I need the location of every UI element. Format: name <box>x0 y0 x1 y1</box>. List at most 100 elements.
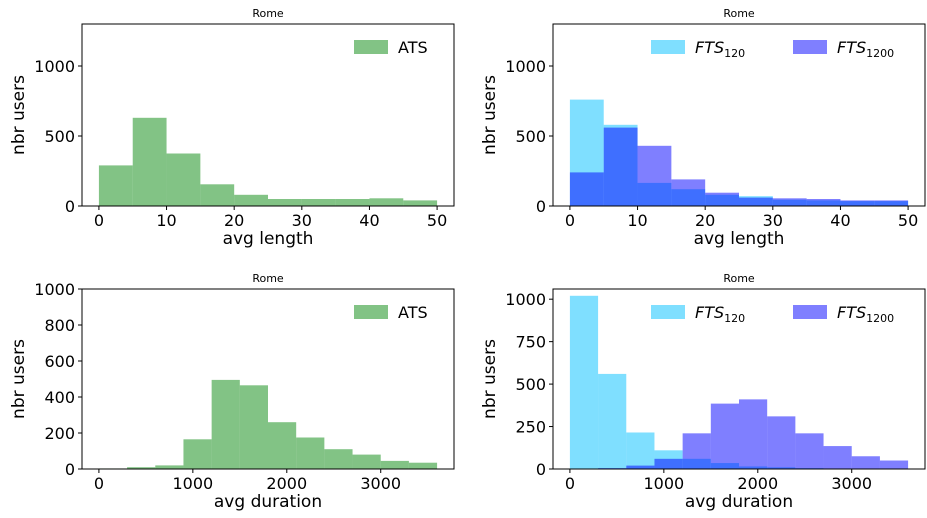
bar <box>705 192 739 206</box>
y-tick-label: 600 <box>44 352 75 371</box>
bar <box>200 184 235 206</box>
y-axis-label: nbr users <box>480 339 500 419</box>
x-tick-label: 0 <box>94 211 104 230</box>
y-tick-label: 1000 <box>505 57 546 76</box>
y-tick-label: 0 <box>65 460 75 479</box>
bar <box>569 295 599 469</box>
bar-series <box>98 117 438 206</box>
x-tick-label: 1000 <box>643 474 684 493</box>
bar <box>710 403 739 469</box>
bar-series <box>569 295 909 469</box>
legend: FTS120 FTS1200 <box>651 38 894 60</box>
bar <box>767 416 796 469</box>
bar <box>234 194 268 206</box>
bar <box>296 437 325 469</box>
bar <box>874 200 909 206</box>
plot-frame <box>552 23 926 207</box>
legend-label: ATS <box>398 38 428 57</box>
y-tick-label: 0 <box>65 197 75 216</box>
legend-swatch <box>651 305 685 319</box>
y-tick-label: 200 <box>44 424 75 443</box>
bar <box>403 200 438 206</box>
legend-swatch <box>793 305 827 319</box>
legend: FTS120 FTS1200 <box>651 303 894 325</box>
y-tick-label: 0 <box>536 460 546 479</box>
bar <box>268 422 297 469</box>
plot-frame <box>81 288 455 470</box>
bar <box>823 446 852 469</box>
x-tick-label: 2000 <box>737 474 778 493</box>
bar <box>840 200 875 206</box>
x-tick-label: 2000 <box>266 474 307 493</box>
chart-title: Rome <box>723 272 755 285</box>
legend-swatch <box>651 40 685 54</box>
x-tick-label: 50 <box>427 211 447 230</box>
y-tick-label: 1000 <box>34 280 75 299</box>
bar-series <box>598 399 909 469</box>
legend-label: FTS1200 <box>837 38 894 60</box>
y-tick-label: 750 <box>515 333 546 352</box>
x-tick-label: 3000 <box>831 474 872 493</box>
bar <box>98 165 133 206</box>
y-tick-label: 500 <box>515 375 546 394</box>
y-tick-label: 500 <box>515 127 546 146</box>
chart-panel: 0 1000 2000 3000 0 250 500 750 1000 Rome avg durat… <box>480 272 926 512</box>
y-tick-label: 0 <box>536 197 546 216</box>
legend-swatch <box>354 305 388 319</box>
legend-swatch <box>354 40 388 54</box>
bar <box>155 465 184 469</box>
bar-series <box>98 379 438 469</box>
chart-title: Rome <box>252 7 284 20</box>
x-tick-label: 40 <box>830 211 850 230</box>
plot-frame <box>81 23 455 207</box>
bar <box>183 439 212 469</box>
y-axis-label: nbr users <box>9 339 29 419</box>
legend-label: FTS120 <box>695 303 745 325</box>
chart-title: Rome <box>252 272 284 285</box>
bar <box>626 432 655 469</box>
chart-panel: 0 1000 2000 3000 0 200 400 600 800 1000 Rome avg du… <box>9 272 455 512</box>
bar <box>268 199 302 206</box>
x-tick-label: 20 <box>224 211 244 230</box>
bar-series <box>569 127 909 206</box>
x-axis-label: avg duration <box>685 492 793 512</box>
bar <box>795 433 824 469</box>
bar <box>166 153 201 206</box>
x-tick-label: 10 <box>156 211 176 230</box>
chart-title: Rome <box>723 7 755 20</box>
y-tick-label: 250 <box>515 418 546 437</box>
bar <box>569 172 604 206</box>
x-tick-label: 20 <box>695 211 715 230</box>
x-axis-label: avg duration <box>214 492 322 512</box>
bar <box>239 385 268 469</box>
bar <box>682 433 711 469</box>
bar <box>654 458 683 469</box>
x-tick-label: 30 <box>763 211 783 230</box>
bar <box>352 454 381 469</box>
x-tick-label: 0 <box>94 474 104 493</box>
y-tick-label: 1000 <box>505 290 546 309</box>
bar <box>127 467 156 469</box>
legend: ATS <box>354 38 428 57</box>
y-tick-label: 500 <box>44 127 75 146</box>
x-tick-label: 50 <box>898 211 918 230</box>
x-tick-label: 0 <box>565 474 575 493</box>
x-tick-label: 10 <box>627 211 647 230</box>
x-tick-label: 1000 <box>172 474 213 493</box>
bar <box>851 456 880 469</box>
bar <box>772 198 807 206</box>
bar <box>335 199 370 206</box>
bar <box>211 379 240 469</box>
bar <box>806 199 841 206</box>
x-tick-label: 0 <box>565 211 575 230</box>
bar <box>598 373 627 469</box>
y-axis-label: nbr users <box>480 75 500 155</box>
x-tick-label: 30 <box>292 211 312 230</box>
bar <box>739 399 768 469</box>
legend: ATS <box>354 303 428 322</box>
bar <box>603 127 638 206</box>
bar <box>132 117 167 206</box>
